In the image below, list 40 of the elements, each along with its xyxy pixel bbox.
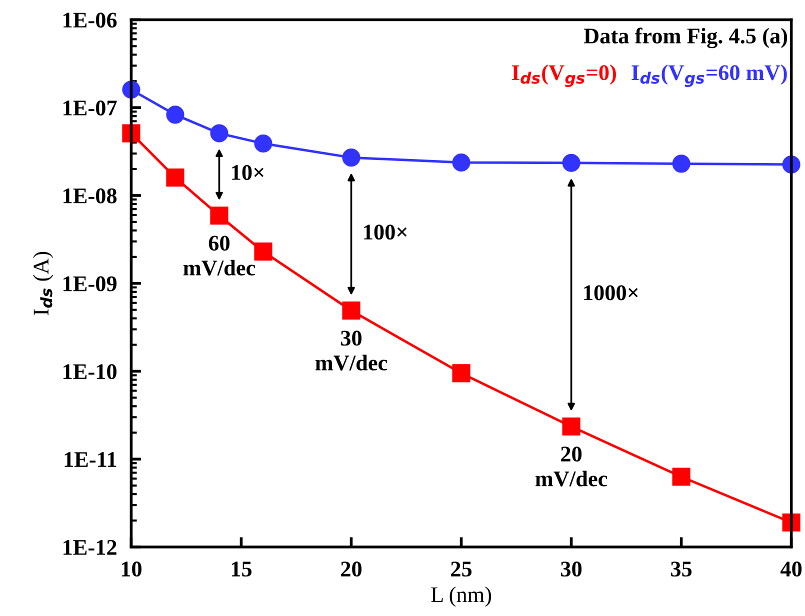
x-tick-label: 30: [561, 562, 582, 577]
point: [210, 124, 228, 142]
x-tick-label: 40: [780, 562, 802, 577]
y-tick-label: 1E-09: [64, 276, 117, 292]
y-tick-label: 1E-12: [64, 540, 116, 555]
y-tick-label: 1E-06: [64, 12, 117, 28]
annotation: 30 mV/dec: [315, 330, 388, 371]
point: [672, 468, 690, 486]
point: [254, 242, 272, 261]
point: [452, 154, 470, 172]
point: [562, 417, 580, 436]
annotation: 20 mV/dec: [535, 446, 608, 486]
y-tick-label: 1E-10: [64, 364, 116, 380]
annotation: 60 mV/dec: [183, 236, 256, 276]
y-tick-label: 1E-07: [64, 100, 117, 116]
point: [342, 302, 360, 320]
x-tick-label: 35: [671, 562, 692, 577]
annotation: Data from Fig. 4.5 (a): [584, 28, 788, 48]
point: [210, 206, 228, 225]
point: [166, 106, 184, 124]
point: [672, 154, 690, 173]
y-axis-title: I$_{ds}$ (A): [32, 252, 54, 316]
x-tick-label: 20: [341, 562, 362, 577]
x-tick-label: 15: [232, 562, 252, 577]
text: I$_{ds}$(V$_{gs}$=60 mV): [632, 64, 787, 87]
annotation: 10×: [232, 165, 264, 180]
y-tick-label: 1E-08: [64, 188, 117, 204]
point: [562, 154, 580, 172]
x-axis-title: L (nm): [431, 586, 492, 607]
point: [342, 148, 360, 167]
annotation: 100×: [364, 224, 407, 240]
point: [452, 364, 470, 382]
x-tick-label: 10: [122, 562, 142, 577]
point: [166, 168, 184, 187]
y-tick-label: 1E-11: [64, 452, 116, 467]
point: [122, 124, 140, 142]
point: [254, 134, 272, 153]
annotation: 1000×: [584, 285, 638, 300]
text: I$_{ds}$(V$_{gs}$=0): [512, 64, 616, 87]
x-tick-label: 25: [451, 562, 472, 577]
